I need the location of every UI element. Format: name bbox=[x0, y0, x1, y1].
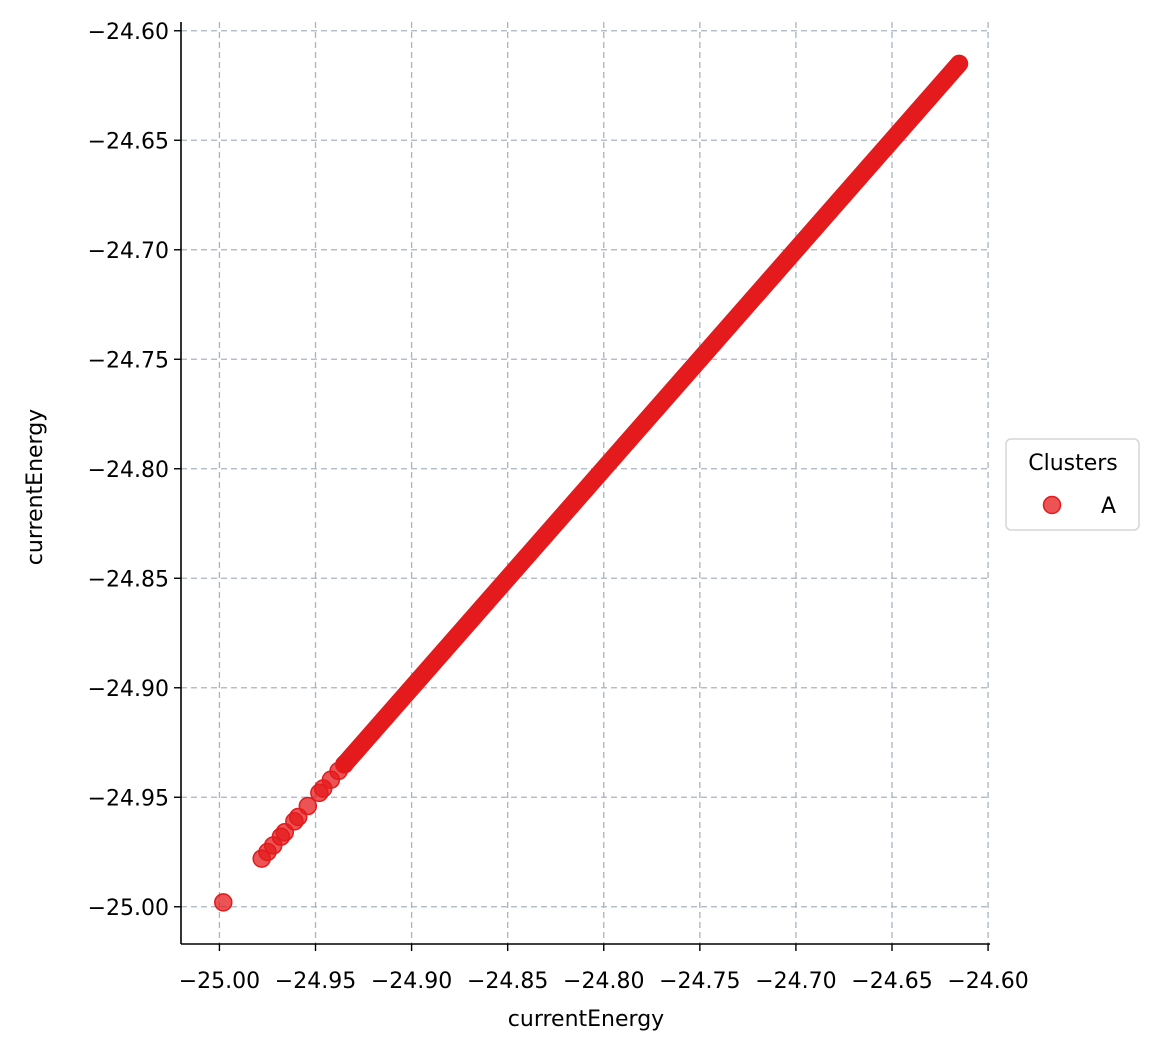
x-tick-label: −24.60 bbox=[947, 969, 1028, 994]
x-tick-label: −24.75 bbox=[659, 969, 740, 994]
x-tick-label: −24.65 bbox=[851, 969, 932, 994]
y-tick-label: −24.60 bbox=[88, 20, 169, 45]
data-point bbox=[335, 755, 354, 774]
x-tick-label: −25.00 bbox=[179, 969, 260, 994]
x-tick-label: −24.85 bbox=[467, 969, 548, 994]
legend: Clusters A bbox=[1005, 438, 1140, 531]
y-tick-label: −24.90 bbox=[88, 677, 169, 702]
y-tick-label: −24.80 bbox=[88, 458, 169, 483]
y-tick-label: −25.00 bbox=[88, 896, 169, 921]
data-point bbox=[298, 796, 318, 816]
x-tick-label: −24.90 bbox=[371, 969, 452, 994]
legend-frame bbox=[1005, 438, 1140, 531]
y-axis-ticks: −25.00 −24.95 −24.90 −24.85 −24.80 −24.75 −24.… bbox=[88, 20, 181, 921]
y-tick-label: −24.65 bbox=[88, 129, 169, 154]
x-tick-label: −24.70 bbox=[755, 969, 836, 994]
legend-marker-a bbox=[1042, 495, 1062, 515]
y-tick-label: −24.95 bbox=[88, 786, 169, 811]
y-tick-label: −24.85 bbox=[88, 567, 169, 592]
y-axis-label: currentEnergy bbox=[23, 409, 48, 565]
y-tick-label: −24.70 bbox=[88, 239, 169, 264]
x-tick-label: −24.80 bbox=[563, 969, 644, 994]
dense-point-band bbox=[335, 54, 969, 774]
x-tick-label: −24.95 bbox=[275, 969, 356, 994]
data-point bbox=[214, 893, 233, 912]
data-points bbox=[214, 54, 969, 912]
x-axis-ticks: −25.00 −24.95 −24.90 −24.85 −24.80 −24.75 −24.… bbox=[179, 944, 1029, 994]
legend-title: Clusters bbox=[1028, 451, 1118, 476]
grid bbox=[181, 22, 990, 944]
y-tick-label: −24.75 bbox=[88, 348, 169, 373]
x-axis-label: currentEnergy bbox=[508, 1007, 664, 1032]
legend-label-a: A bbox=[1101, 494, 1116, 519]
